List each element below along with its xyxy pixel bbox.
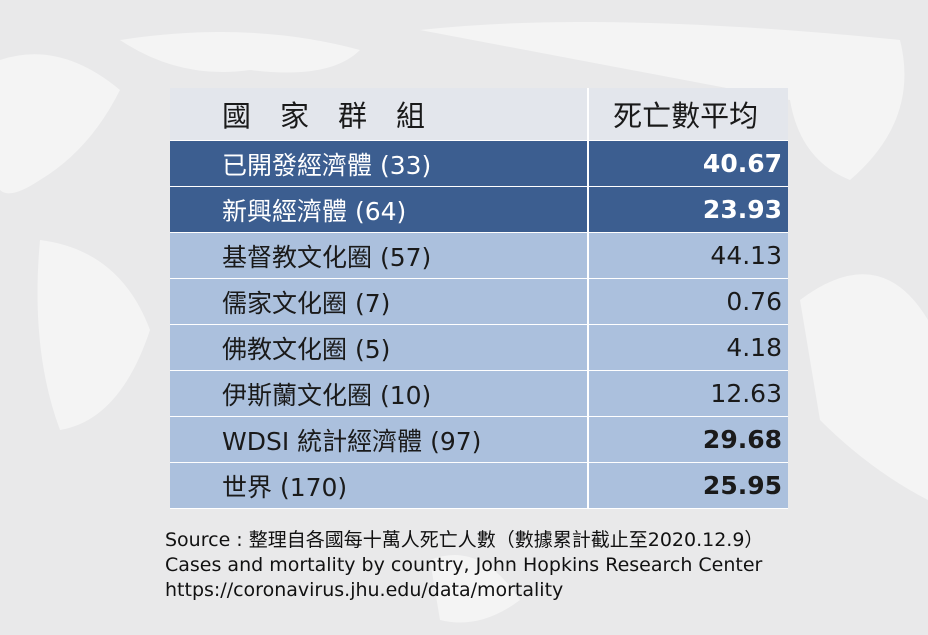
table-row: 基督教文化圈 (57) 44.13 xyxy=(170,232,788,279)
value-cell: 29.68 xyxy=(587,416,788,463)
table-row: 佛教文化圈 (5) 4.18 xyxy=(170,324,788,371)
group-cell: 伊斯蘭文化圈 (10) xyxy=(170,370,589,417)
group-cell: WDSI 統計經濟體 (97) xyxy=(170,416,589,463)
source-line: Cases and mortality by country, John Hop… xyxy=(165,554,763,576)
table-row: 新興經濟體 (64) 23.93 xyxy=(170,186,788,233)
group-cell: 世界 (170) xyxy=(170,462,589,509)
source-note: Source : 整理自各國每十萬人死亡人數（數據累計截止至2020.12.9）… xyxy=(165,528,763,603)
value-cell: 4.18 xyxy=(587,324,788,371)
group-cell: 基督教文化圈 (57) xyxy=(170,232,589,279)
value-cell: 25.95 xyxy=(587,462,788,509)
source-line: Source : 整理自各國每十萬人死亡人數（數據累計截止至2020.12.9） xyxy=(165,529,764,551)
table-row: 世界 (170) 25.95 xyxy=(170,462,788,509)
value-cell: 12.63 xyxy=(587,370,788,417)
table-row: 儒家文化圈 (7) 0.76 xyxy=(170,278,788,325)
value-cell: 0.76 xyxy=(587,278,788,325)
group-cell: 儒家文化圈 (7) xyxy=(170,278,589,325)
group-cell: 新興經濟體 (64) xyxy=(170,186,589,233)
table-row: 已開發經濟體 (33) 40.67 xyxy=(170,140,788,187)
table-row: 伊斯蘭文化圈 (10) 12.63 xyxy=(170,370,788,417)
source-line: https://coronavirus.jhu.edu/data/mortali… xyxy=(165,579,564,601)
value-cell: 40.67 xyxy=(587,140,788,187)
table-row: WDSI 統計經濟體 (97) 29.68 xyxy=(170,416,788,463)
data-table: 國 家 群 組 死亡數平均 已開發經濟體 (33) 40.67 新興經濟體 (64)… xyxy=(170,88,788,509)
header-row: 國 家 群 組 死亡數平均 xyxy=(170,88,788,141)
group-cell: 已開發經濟體 (33) xyxy=(170,140,589,187)
header-cell: 死亡數平均 xyxy=(587,88,788,141)
header-cell: 國 家 群 組 xyxy=(170,88,589,141)
group-cell: 佛教文化圈 (5) xyxy=(170,324,589,371)
value-cell: 23.93 xyxy=(587,186,788,233)
value-cell: 44.13 xyxy=(587,232,788,279)
